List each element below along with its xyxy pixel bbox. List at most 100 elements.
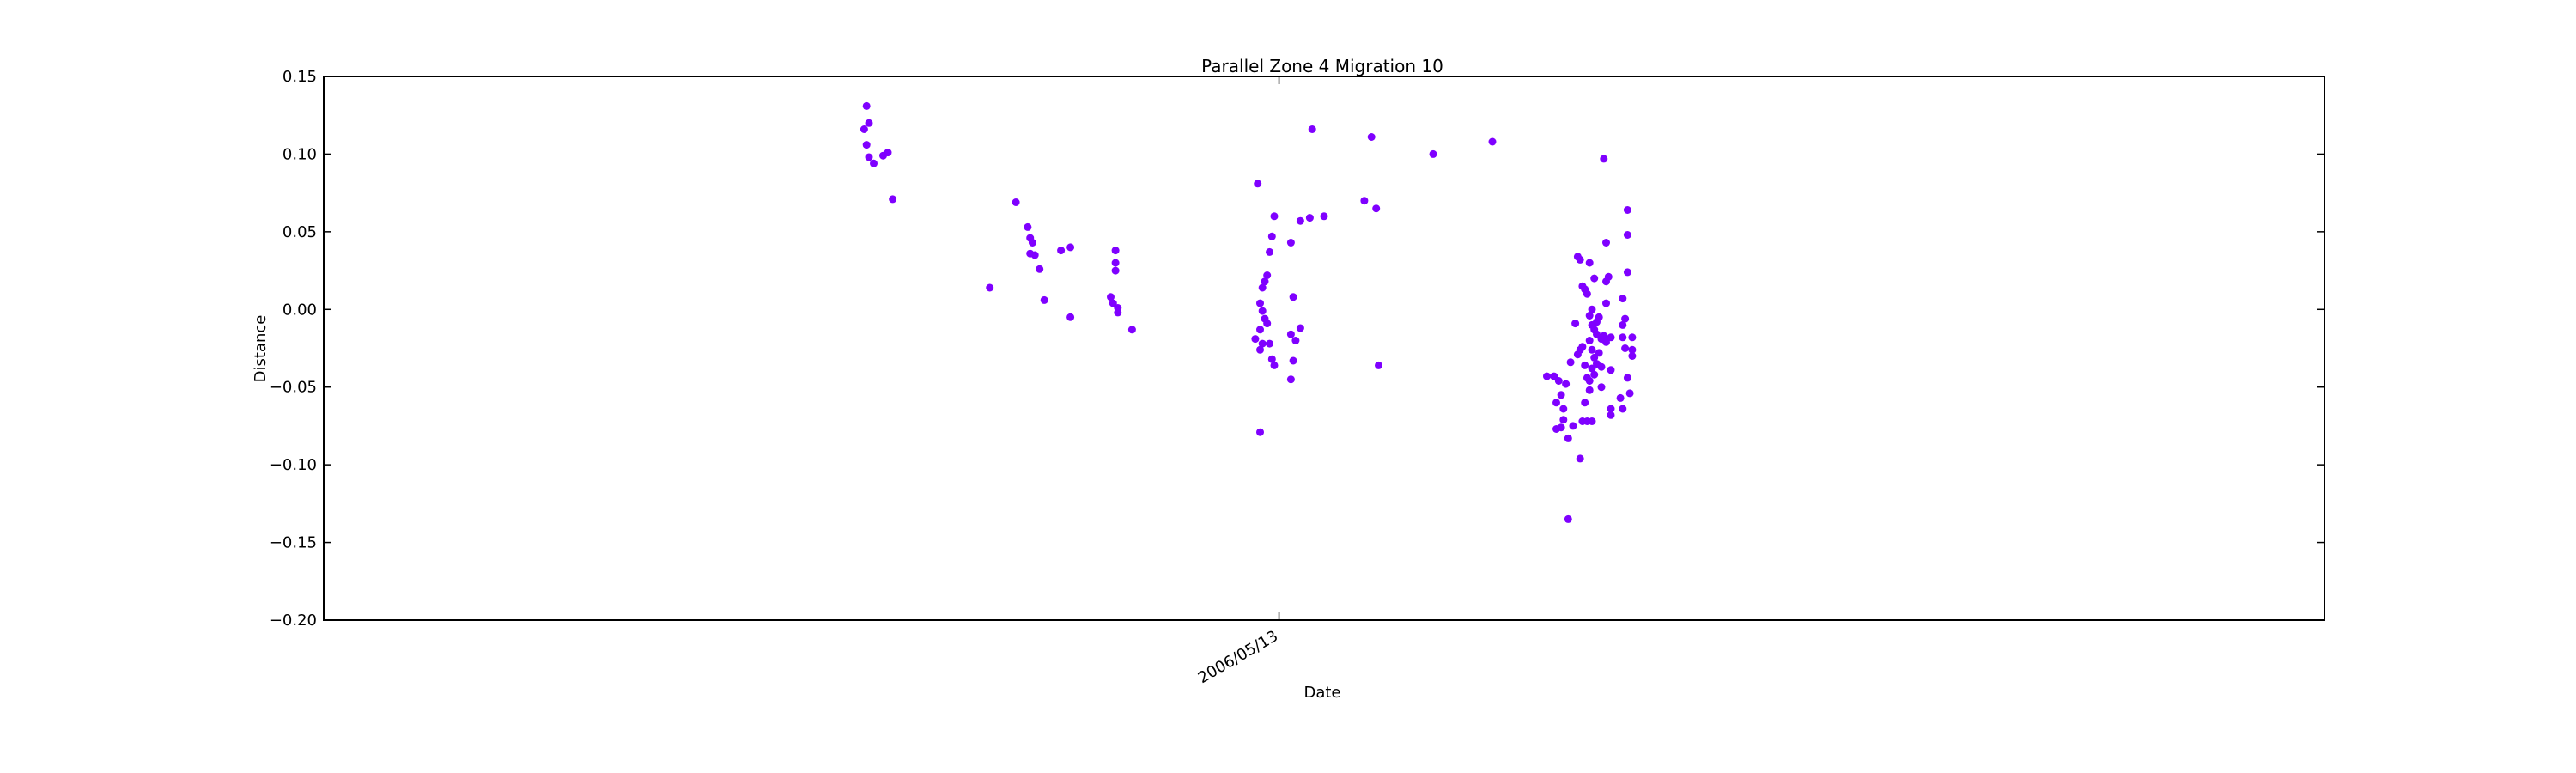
data-point-126 [1607, 411, 1615, 419]
data-point-107 [1588, 364, 1596, 373]
data-point-134 [1623, 206, 1631, 214]
data-point-76 [1569, 422, 1577, 430]
data-point-59 [1360, 197, 1369, 205]
data-points [860, 101, 1637, 523]
y-tick-label: −0.20 [270, 612, 317, 630]
data-point-139 [1628, 333, 1637, 342]
data-point-65 [1543, 372, 1551, 380]
data-point-77 [1566, 358, 1575, 367]
plot-frame [323, 76, 2325, 621]
data-point-141 [1628, 352, 1637, 360]
data-point-122 [1602, 338, 1610, 346]
data-point-130 [1619, 333, 1627, 342]
y-tick-label: 0.05 [283, 223, 317, 241]
data-point-66 [1550, 372, 1558, 380]
data-point-0 [862, 101, 871, 110]
data-point-23 [1111, 259, 1120, 267]
data-point-86 [1578, 343, 1587, 351]
data-point-136 [1623, 268, 1631, 277]
data-point-68 [1554, 377, 1563, 385]
data-point-54 [1286, 375, 1295, 384]
data-point-15 [1030, 251, 1039, 259]
data-point-93 [1588, 417, 1596, 425]
data-point-131 [1621, 344, 1630, 352]
data-point-8 [889, 195, 897, 204]
data-point-53 [1289, 356, 1297, 365]
x-axis: 2006/05/13 [1195, 76, 1281, 687]
data-point-71 [1562, 380, 1571, 388]
data-point-48 [1286, 239, 1295, 247]
data-point-10 [1012, 198, 1020, 206]
data-point-102 [1593, 330, 1601, 338]
data-point-113 [1597, 362, 1606, 371]
data-point-32 [1266, 247, 1273, 256]
data-point-51 [1291, 337, 1300, 344]
data-point-123 [1607, 333, 1615, 342]
data-point-127 [1619, 295, 1627, 303]
data-point-140 [1628, 345, 1637, 354]
data-point-61 [1372, 204, 1381, 213]
data-point-36 [1256, 299, 1264, 307]
data-point-25 [1109, 299, 1117, 307]
x-axis-label: Date [1303, 684, 1340, 702]
data-point-94 [1576, 454, 1584, 463]
data-point-98 [1588, 305, 1596, 313]
data-point-5 [870, 159, 878, 167]
data-point-46 [1270, 361, 1279, 369]
data-point-13 [1028, 239, 1036, 247]
data-point-64 [1488, 137, 1497, 146]
data-point-60 [1367, 133, 1376, 141]
data-point-24 [1111, 266, 1120, 275]
data-point-115 [1600, 332, 1608, 340]
data-point-30 [1270, 212, 1279, 221]
data-point-3 [862, 141, 871, 149]
data-point-29 [1254, 180, 1262, 188]
data-point-41 [1251, 335, 1260, 344]
data-point-7 [884, 149, 892, 157]
data-point-20 [1066, 313, 1075, 321]
data-point-44 [1256, 345, 1264, 354]
data-point-108 [1590, 370, 1599, 379]
data-point-80 [1576, 255, 1584, 264]
data-point-50 [1286, 330, 1295, 338]
data-point-90 [1581, 399, 1589, 407]
data-point-22 [1111, 247, 1120, 255]
data-point-1 [865, 119, 873, 127]
data-point-63 [1429, 149, 1437, 158]
data-point-4 [865, 153, 873, 161]
data-point-31 [1267, 232, 1276, 240]
data-point-57 [1320, 212, 1328, 221]
data-point-56 [1305, 214, 1314, 222]
data-point-133 [1619, 405, 1627, 413]
data-point-78 [1571, 320, 1580, 328]
data-point-34 [1261, 277, 1269, 286]
data-point-2 [860, 125, 868, 133]
y-tick-label: −0.15 [270, 534, 317, 552]
data-point-137 [1623, 374, 1631, 382]
y-tick-label: −0.10 [270, 456, 317, 474]
data-point-19 [1066, 243, 1075, 252]
data-point-43 [1266, 339, 1273, 348]
data-point-37 [1258, 307, 1267, 315]
data-point-104 [1588, 345, 1596, 354]
y-tick-label: −0.05 [270, 379, 317, 397]
data-point-96 [1585, 259, 1594, 267]
data-point-125 [1607, 405, 1615, 413]
data-point-132 [1616, 393, 1625, 402]
data-point-109 [1585, 377, 1594, 385]
data-point-70 [1559, 405, 1568, 413]
data-point-120 [1604, 272, 1613, 281]
data-point-40 [1256, 326, 1264, 334]
chart-title: Parallel Zone 4 Migration 10 [1201, 56, 1443, 76]
data-point-116 [1597, 383, 1606, 392]
data-point-39 [1263, 320, 1272, 328]
data-point-95 [1564, 514, 1572, 523]
x-tick-label: 2006/05/13 [1195, 627, 1281, 687]
data-point-9 [986, 283, 994, 292]
data-point-21 [1107, 293, 1115, 301]
y-axis: 0.15 0.10 0.05 0.00 −0.05 −0.10 −0.15 −0.20 [270, 68, 2324, 630]
data-point-121 [1602, 299, 1610, 307]
data-point-11 [1024, 222, 1032, 231]
data-point-74 [1559, 416, 1568, 424]
